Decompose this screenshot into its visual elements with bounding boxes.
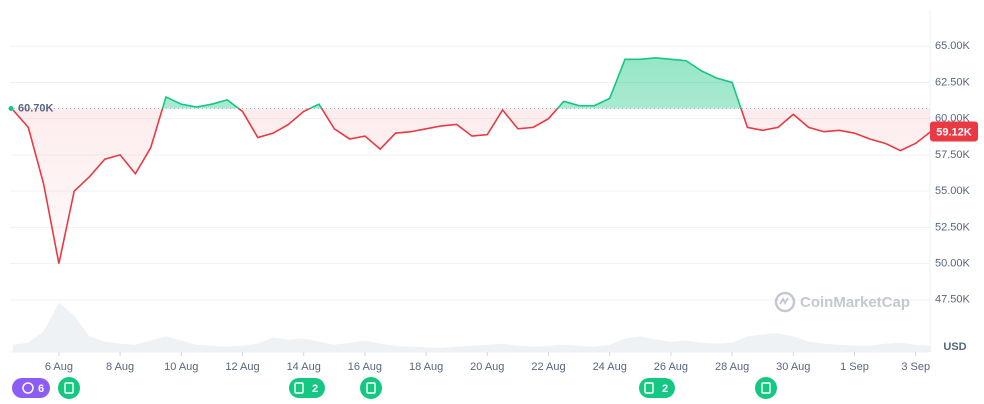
y-tick-label: 52.50K <box>935 221 971 233</box>
current-price-label: 59.12K <box>936 126 972 138</box>
baseline-label: 60.70K <box>18 102 54 114</box>
y-tick-label: 47.50K <box>935 294 971 306</box>
x-tick-label: 18 Aug <box>409 361 443 373</box>
badge-count: 6 <box>38 383 44 395</box>
x-tick-label: 16 Aug <box>348 361 382 373</box>
event-badge[interactable] <box>755 377 777 399</box>
watermark: CoinMarketCap <box>774 291 910 313</box>
volume-area <box>13 302 931 352</box>
x-tick-label: 28 Aug <box>715 361 749 373</box>
area-down <box>13 108 930 264</box>
area-up <box>13 57 930 109</box>
price-line-down <box>12 108 930 264</box>
x-tick-label: 12 Aug <box>225 361 259 373</box>
watermark-text: CoinMarketCap <box>800 294 910 311</box>
x-tick-label: 22 Aug <box>531 361 565 373</box>
x-tick-label: 6 Aug <box>45 361 73 373</box>
price-line-up <box>161 57 742 109</box>
x-tick-label: 1 Sep <box>840 361 869 373</box>
event-badge[interactable]: 6 <box>12 378 50 398</box>
x-tick-label: 30 Aug <box>776 361 810 373</box>
baseline-dot <box>8 106 14 112</box>
event-badge[interactable]: 2 <box>289 378 325 398</box>
x-tick-label: 3 Sep <box>901 361 930 373</box>
y-tick-label: 62.50K <box>935 76 971 88</box>
y-tick-label: 65.00K <box>935 40 971 52</box>
currency-label: USD <box>943 341 966 353</box>
event-badge[interactable] <box>58 377 80 399</box>
x-tick-label: 14 Aug <box>287 361 321 373</box>
badge-count: 2 <box>662 383 668 395</box>
x-tick-label: 20 Aug <box>470 361 504 373</box>
y-tick-label: 57.50K <box>935 149 971 161</box>
badge-count: 2 <box>312 383 318 395</box>
event-badge[interactable]: 2 <box>639 378 675 398</box>
x-tick-label: 10 Aug <box>164 361 198 373</box>
x-tick-label: 8 Aug <box>106 361 134 373</box>
event-badge[interactable] <box>360 377 382 399</box>
y-tick-label: 55.00K <box>935 185 971 197</box>
x-tick-label: 24 Aug <box>593 361 627 373</box>
x-tick-label: 26 Aug <box>654 361 688 373</box>
current-price-tag <box>930 121 978 142</box>
y-tick-label: 50.00K <box>935 258 971 270</box>
